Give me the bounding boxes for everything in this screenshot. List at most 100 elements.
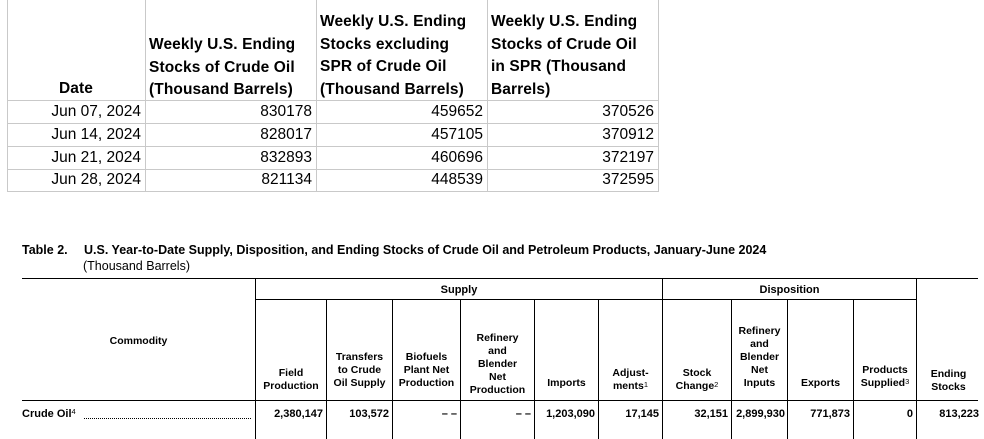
row-excl-spr: 457105 — [431, 126, 483, 143]
header-line: Products — [862, 364, 908, 376]
header-ending-stocks: Ending Stocks — [917, 368, 980, 394]
header-line: Supplied3 — [854, 377, 916, 390]
header-text: Supplied — [860, 377, 906, 389]
row-date: Jun 07, 2024 — [51, 103, 141, 120]
grid-line — [7, 146, 659, 147]
row-spr: 372595 — [602, 171, 654, 188]
rule — [731, 299, 732, 439]
grid-line — [7, 123, 659, 124]
rule — [326, 299, 327, 439]
header-refinery-net-inputs: Refinery and Blender Net Inputs — [732, 325, 787, 390]
header-products-supplied: Products Supplied3 — [854, 364, 916, 390]
rule — [534, 299, 535, 439]
rule — [22, 400, 978, 401]
rule — [916, 278, 917, 439]
row-excl-spr: 460696 — [431, 149, 483, 166]
group-supply: Supply — [440, 284, 478, 296]
header-line: Plant Net — [403, 364, 450, 376]
rule — [256, 299, 916, 300]
dot-leader — [84, 418, 251, 419]
grid-line — [487, 0, 488, 192]
cell-products-supplied: 0 — [906, 408, 913, 420]
header-line: Field — [278, 367, 304, 379]
cell-exports: 771,873 — [810, 408, 850, 420]
table2-title-text: U.S. Year-to-Date Supply, Disposition, a… — [84, 243, 767, 257]
rule — [787, 299, 788, 439]
cell-refinery-net-inputs: 2,899,930 — [736, 408, 785, 420]
row-total: 830178 — [260, 103, 312, 120]
header-line: Production — [263, 380, 319, 392]
table2-title: Table 2. U.S. Year-to-Date Supply, Dispos… — [22, 243, 766, 257]
rule — [853, 299, 854, 439]
row-excl-spr: 448539 — [431, 171, 483, 188]
cell-imports: 1,203,090 — [546, 408, 595, 420]
row-date: Jun 21, 2024 — [51, 149, 141, 166]
row-spr: 370912 — [602, 126, 654, 143]
grid-line — [658, 0, 659, 192]
header-line: Blender — [739, 351, 780, 363]
header-line: Adjust- — [612, 367, 649, 379]
grid-line — [7, 169, 659, 170]
header-line: Refinery — [738, 325, 781, 337]
table2-label: Table 2. — [22, 243, 68, 257]
footnote-marker: 1 — [643, 380, 649, 389]
footnote-marker: 3 — [905, 377, 910, 386]
footnote-marker: 2 — [714, 380, 719, 389]
header-line: and — [488, 345, 507, 357]
header-spr: Weekly U.S. Ending Stocks of Crude Oil i… — [491, 11, 661, 101]
grid-line — [145, 0, 146, 192]
header-line: in SPR (Thousand — [491, 58, 627, 75]
header-stock-change: Stock Change2 — [663, 367, 731, 393]
header-text: Change — [675, 380, 715, 392]
header-imports: Imports — [547, 377, 586, 389]
group-disposition: Disposition — [759, 284, 820, 296]
header-line: Net — [751, 364, 768, 376]
header-line: Weekly U.S. Ending — [320, 13, 467, 30]
header-line: (Thousand Barrels) — [149, 81, 293, 98]
header-line: to Crude — [337, 364, 382, 376]
header-line: Refinery — [476, 332, 519, 344]
header-line: Oil Supply — [333, 377, 386, 389]
rule — [22, 278, 978, 279]
rule — [460, 299, 461, 439]
cell-transfers: 103,572 — [349, 408, 389, 420]
commodity-label: Crude Oil — [22, 408, 72, 420]
cell-ending-stocks: 813,223 — [939, 408, 979, 420]
cell-biofuels: – – — [441, 408, 457, 420]
row-spr: 372197 — [602, 149, 654, 166]
cell-refinery-net-production: – – — [515, 408, 531, 420]
header-line: Stocks of Crude Oil — [491, 35, 637, 53]
header-commodity: Commodity — [109, 335, 168, 347]
row-total: 828017 — [260, 126, 312, 143]
rule — [598, 299, 599, 439]
header-excl-spr: Weekly U.S. Ending Stocks excluding SPR … — [320, 11, 490, 101]
header-biofuels: Biofuels Plant Net Production — [393, 351, 460, 390]
header-line: ments1 — [599, 380, 662, 393]
footnote-marker: 4 — [71, 407, 76, 416]
cell-stock-change: 32,151 — [694, 408, 728, 420]
header-line: Weekly U.S. Ending — [491, 13, 638, 30]
header-line: Inputs — [743, 377, 776, 389]
header-line: (Thousand Barrels) — [320, 80, 464, 98]
grid-line — [7, 0, 8, 192]
header-refinery-net-production: Refinery and Blender Net Production — [461, 332, 534, 397]
header-line: Stocks excluding — [320, 35, 450, 53]
header-field-production: Field Production — [256, 367, 326, 393]
grid-line — [7, 191, 659, 192]
header-line: Transfers — [335, 351, 384, 363]
header-adjustments: Adjust- ments1 — [599, 367, 662, 393]
cell-adjustments: 17,145 — [625, 408, 659, 420]
header-line: Blender — [477, 358, 518, 370]
header-line: Stocks — [931, 381, 966, 393]
row-total: 832893 — [260, 149, 312, 166]
row-total: 821134 — [261, 171, 312, 188]
header-line: Production — [398, 377, 455, 389]
header-line: Stocks of Crude Oil — [149, 58, 295, 76]
row-excl-spr: 459652 — [431, 103, 483, 120]
row-commodity: Crude Oil4 — [22, 407, 92, 421]
rule — [662, 278, 663, 439]
row-spr: 370526 — [602, 103, 654, 120]
header-exports: Exports — [800, 377, 841, 389]
header-line: Production — [469, 384, 526, 396]
header-line: Net — [489, 371, 506, 383]
